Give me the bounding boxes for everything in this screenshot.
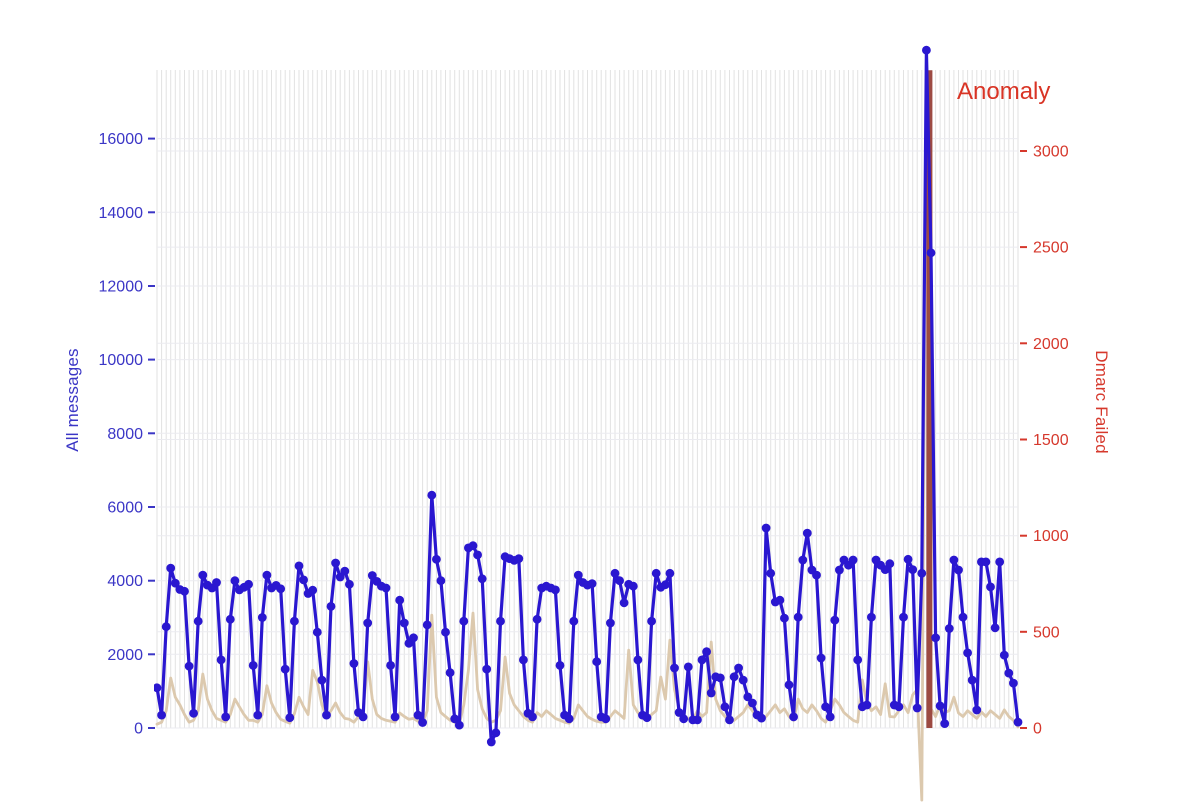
svg-text:1000: 1000	[1033, 528, 1069, 545]
all-messages-markers	[154, 45, 1023, 747]
plot-area[interactable]	[153, 45, 1023, 802]
svg-text:16000: 16000	[99, 131, 144, 148]
vertical-gridlines	[156, 70, 1019, 728]
svg-text:0: 0	[1033, 721, 1042, 738]
svg-text:1500: 1500	[1033, 432, 1069, 449]
right-axis-title: Dmarc Failed	[1092, 350, 1111, 454]
horizontal-gridlines	[157, 138, 1018, 729]
left-axis-ticks: 0 2000 4000 6000 8000 10000 12000 14000 16000	[99, 131, 155, 738]
left-axis-title: All messages	[63, 348, 82, 452]
svg-text:2500: 2500	[1033, 240, 1069, 257]
svg-text:6000: 6000	[107, 500, 143, 517]
svg-text:8000: 8000	[107, 426, 143, 443]
svg-text:14000: 14000	[99, 205, 144, 222]
anomaly-annotation: Anomaly	[957, 78, 1051, 105]
svg-text:4000: 4000	[107, 573, 143, 590]
right-axis-ticks: 0 500 1000 1500 2000 2500 3000	[1020, 144, 1069, 738]
svg-text:12000: 12000	[99, 279, 144, 296]
dmarc-failed-line	[155, 68, 1020, 802]
svg-text:10000: 10000	[99, 352, 144, 369]
svg-text:500: 500	[1033, 624, 1060, 641]
svg-text:3000: 3000	[1033, 144, 1069, 161]
svg-text:2000: 2000	[1033, 336, 1069, 353]
svg-text:2000: 2000	[107, 647, 143, 664]
svg-text:0: 0	[134, 721, 143, 738]
